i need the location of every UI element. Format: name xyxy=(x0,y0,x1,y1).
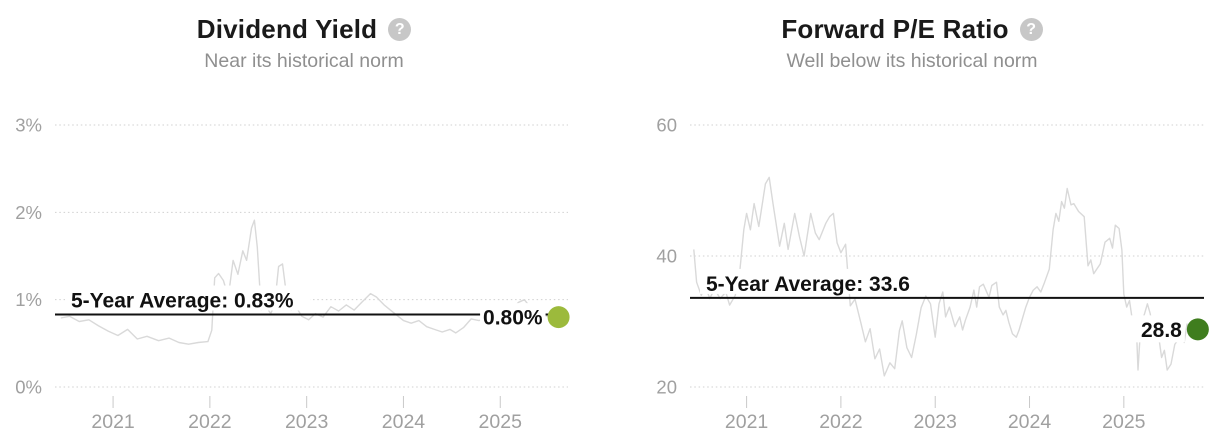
y-axis-label: 60 xyxy=(656,115,677,136)
x-axis-label: 2023 xyxy=(914,411,957,433)
y-axis-label: 2% xyxy=(15,202,42,223)
latest-value-marker xyxy=(1186,318,1209,341)
dividend-yield-title-row: Dividend Yield ? xyxy=(0,8,608,50)
x-axis-label: 2023 xyxy=(285,411,328,433)
latest-value-label: 28.8 xyxy=(1141,319,1182,342)
x-axis-label: 2025 xyxy=(1102,411,1146,433)
chart-subtitle: Well below its historical norm xyxy=(786,50,1038,72)
help-icon[interactable]: ? xyxy=(1019,17,1043,41)
average-label-bg xyxy=(700,268,934,294)
y-axis-label: 40 xyxy=(656,246,677,267)
average-label-bg xyxy=(65,285,311,311)
dividend-yield-chart[interactable]: 0% 1% 2% 3% 2021 2022 2023 2024 2025 5-Year Avera… xyxy=(0,90,608,440)
latest-label-bg xyxy=(480,303,546,331)
x-axis-label: 2021 xyxy=(91,411,134,433)
y-axis-label: 1% xyxy=(15,289,42,310)
dividend-yield-panel: Dividend Yield ? Near its historical nor… xyxy=(0,0,608,443)
data-line xyxy=(60,219,551,345)
latest-value-marker xyxy=(547,306,570,329)
latest-label-bg xyxy=(1130,315,1185,343)
forward-pe-title-row: Forward P/E Ratio ? xyxy=(608,8,1216,50)
x-axis-label: 2022 xyxy=(819,411,862,433)
help-icon[interactable]: ? xyxy=(388,17,412,41)
forward-pe-chart[interactable]: 20 40 60 2021 2022 2023 2024 2025 5-Year Average… xyxy=(608,90,1216,440)
forward-pe-panel: Forward P/E Ratio ? Well below its histo… xyxy=(608,0,1216,443)
y-axis-label: 3% xyxy=(15,115,42,136)
chart-title: Dividend Yield xyxy=(196,13,378,44)
y-axis-label: 0% xyxy=(15,377,42,398)
chart-subtitle: Near its historical norm xyxy=(204,50,404,72)
x-axis-label: 2024 xyxy=(1008,411,1052,433)
chart-title: Forward P/E Ratio xyxy=(781,13,1009,44)
average-label: 5-Year Average: 33.6 xyxy=(706,273,910,296)
average-label: 5-Year Average: 0.83% xyxy=(71,290,294,313)
x-axis-label: 2025 xyxy=(479,411,523,433)
y-axis-label: 20 xyxy=(656,377,677,398)
x-axis-label: 2024 xyxy=(382,411,426,433)
x-axis-label: 2021 xyxy=(725,411,768,433)
latest-value-label: 0.80% xyxy=(483,307,543,330)
x-axis-label: 2022 xyxy=(188,411,231,433)
